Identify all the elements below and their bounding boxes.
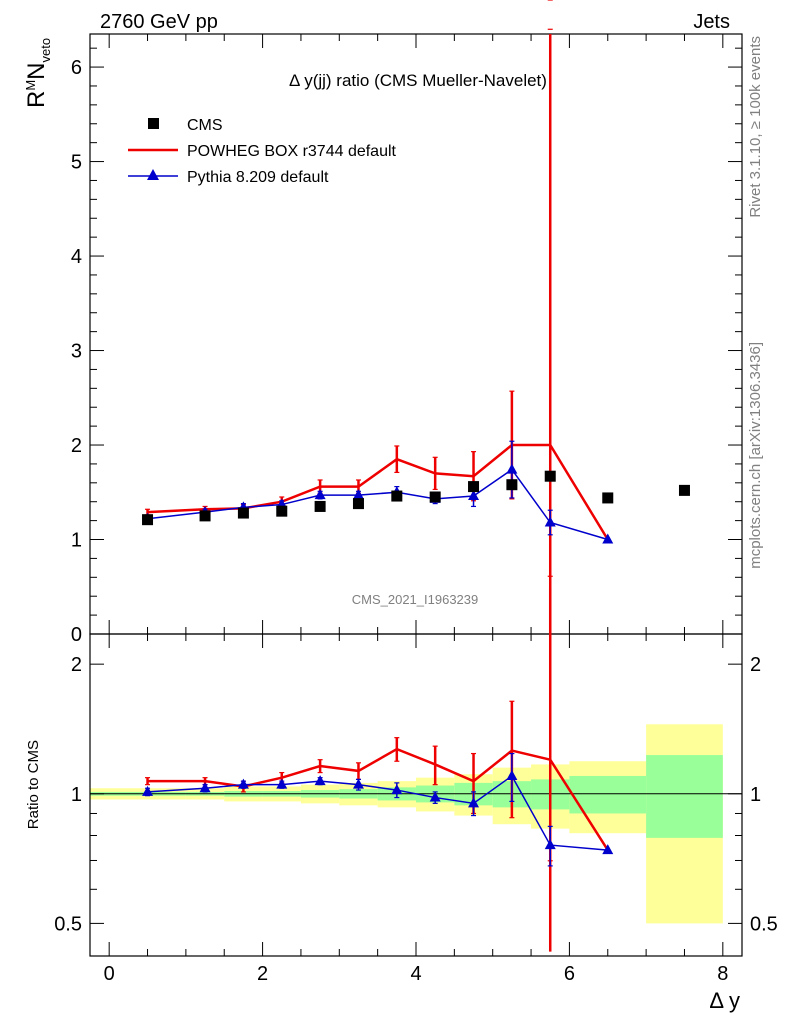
pythia-ratio-point	[468, 797, 480, 808]
legend: CMS POWHEG BOX r3744 default Pythia 8.20…	[128, 117, 397, 186]
pythia-point	[352, 489, 364, 500]
pythia-point	[544, 516, 556, 527]
band-inner	[646, 755, 723, 838]
pythia-ratio-point	[429, 791, 441, 802]
pythia-ratio-point	[199, 782, 211, 793]
x-tick-label: 6	[564, 963, 575, 985]
y-tick-label-top: 0	[71, 624, 82, 646]
legend-label-powheg: POWHEG BOX r3744 default	[187, 143, 397, 160]
band-inner	[569, 775, 647, 814]
axes: 0 2 4 6 8 0 1 2 3 4 5 6 0.5 0.5 1 1 2 2	[54, 33, 778, 985]
legend-label-pythia: Pythia 8.209 default	[187, 169, 329, 186]
y-axis-title-top: RMNveto	[23, 38, 53, 108]
chart-title: Δ y(jj) ratio (CMS Mueller-Navelet)	[289, 71, 547, 90]
y-tick-label-bottom: 2	[71, 654, 82, 676]
y-tick-label-top: 6	[71, 57, 82, 79]
svg-text:RMNveto: RMNveto	[23, 38, 53, 108]
legend-marker-pythia	[147, 169, 159, 180]
pythia-ratio-point	[352, 778, 364, 789]
cms-point	[429, 491, 441, 503]
cms-point	[199, 510, 211, 522]
pythia-ratio-point	[237, 778, 249, 789]
y-tick-label-top: 1	[71, 530, 82, 552]
y-tick-label-top: 5	[71, 152, 82, 174]
pythia-ratio-point	[314, 775, 326, 786]
cms-point	[142, 514, 154, 526]
y-tick-label-top: 2	[71, 435, 82, 457]
side-text-top: Rivet 3.1.10, ≥ 100k events	[747, 36, 764, 218]
header-right: Jets	[693, 11, 730, 33]
pythia-ratio-point	[276, 778, 288, 789]
cms-point	[544, 470, 556, 482]
pythia-ratio-point	[142, 785, 154, 796]
y-tick-label-bottom-right: 2	[750, 654, 761, 676]
pythia-point	[506, 463, 518, 474]
powheg-line	[147, 443, 609, 541]
y-tick-label-bottom: 0.5	[54, 913, 82, 935]
legend-label-cms: CMS	[187, 117, 223, 134]
x-tick-label: 8	[717, 963, 728, 985]
side-text-bottom: mcplots.cern.ch [arXiv:1306.3436]	[747, 342, 764, 569]
y-tick-label-top: 4	[71, 246, 82, 268]
cms-point	[468, 481, 480, 493]
header-left: 2760 GeV pp	[100, 11, 218, 33]
cms-point	[237, 507, 249, 519]
y-tick-label-bottom-right: 1	[750, 784, 761, 806]
pythia-ratio-point	[391, 784, 403, 795]
pythia-line	[147, 468, 608, 541]
x-axis-title: Δ y	[709, 988, 740, 1013]
pythia-ratio-line	[147, 774, 608, 851]
x-tick-label: 4	[410, 963, 421, 985]
pythia-ratio-point	[544, 839, 556, 850]
pythia-point	[602, 533, 614, 544]
x-tick-label: 0	[104, 963, 115, 985]
pythia-ratio-point	[506, 769, 518, 780]
cms-point	[276, 505, 288, 517]
legend-marker-cms	[148, 118, 159, 129]
cms-point	[602, 492, 614, 504]
y-tick-label-bottom-right: 0.5	[750, 913, 778, 935]
y-tick-label-top: 3	[71, 341, 82, 363]
cms-point	[391, 490, 403, 502]
x-tick-label: 2	[257, 963, 268, 985]
cms-point	[352, 498, 364, 510]
cms-point	[678, 484, 690, 496]
y-axis-title-bottom: Ratio to CMS	[25, 740, 42, 829]
series-layer	[142, 0, 690, 952]
cms-point	[506, 479, 518, 491]
y-tick-label-bottom: 1	[71, 784, 82, 806]
watermark: CMS_2021_I1963239	[352, 592, 479, 607]
pythia-point	[468, 490, 480, 501]
cms-point	[314, 500, 326, 512]
pythia-ratio-point	[602, 844, 614, 855]
pythia-point	[314, 489, 326, 500]
